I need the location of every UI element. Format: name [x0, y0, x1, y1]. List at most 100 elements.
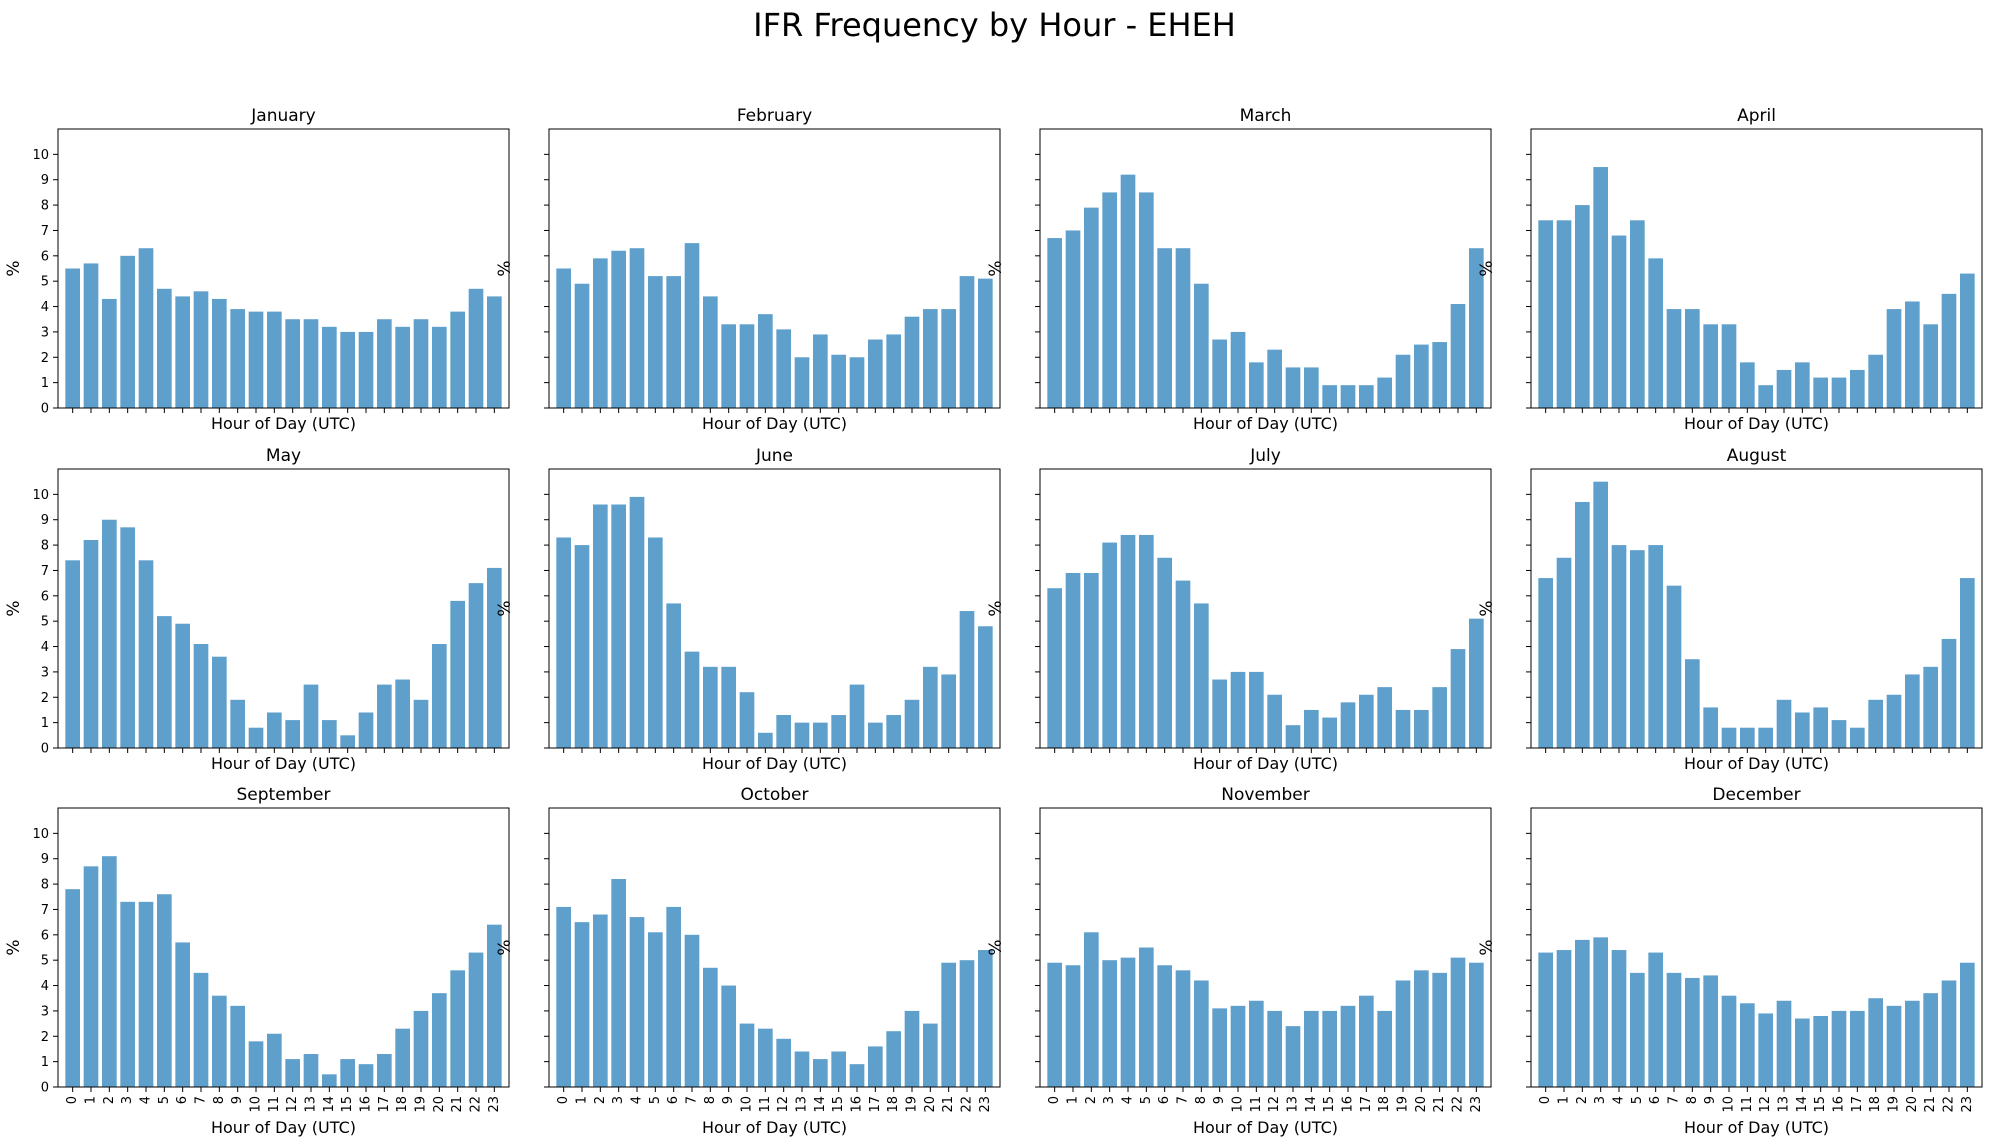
bar-15	[1813, 377, 1828, 408]
bar-1	[1556, 950, 1572, 1087]
bar-0	[65, 268, 80, 408]
bar-4	[138, 901, 154, 1087]
bar-20	[923, 1023, 938, 1087]
bar-1	[83, 540, 99, 748]
y-tick-label: 8	[41, 199, 49, 214]
x-tick-label: 7	[1667, 1096, 1682, 1104]
x-tick-label: 0	[65, 1096, 80, 1104]
x-tick-label: 10	[1231, 1096, 1246, 1113]
panel-frame	[1039, 807, 1492, 1088]
bar-2	[593, 258, 608, 408]
bar-12	[776, 715, 791, 748]
x-tick-label: 15	[1813, 1096, 1828, 1113]
bar-8	[1685, 309, 1700, 408]
y-tick-label: 1	[41, 1055, 49, 1070]
bar-13	[1776, 1000, 1792, 1087]
bar-3	[120, 255, 135, 408]
bar-6	[666, 603, 681, 748]
bar-22	[1450, 304, 1466, 408]
y-axis-label: %	[1477, 939, 1497, 955]
x-tick-label: 19	[1396, 1096, 1411, 1113]
bar-20	[1905, 674, 1920, 748]
bar-10	[739, 1023, 755, 1087]
bar-14	[1304, 709, 1319, 748]
x-tick-label: 0	[1047, 1096, 1062, 1104]
bar-21	[450, 311, 465, 408]
y-tick-label: 0	[41, 1081, 49, 1096]
bar-14	[1795, 712, 1810, 748]
bar-8	[212, 656, 227, 748]
x-tick-label: 2	[1084, 1096, 1099, 1104]
bar-2	[1575, 205, 1590, 408]
bar-12	[1758, 385, 1773, 408]
x-tick-label: 22	[1451, 1096, 1466, 1113]
bar-7	[684, 243, 700, 408]
x-tick-label: 15	[340, 1096, 355, 1113]
bar-11	[1740, 727, 1755, 748]
panel-frame	[57, 468, 510, 749]
y-tick-label: 9	[41, 852, 49, 867]
x-axis-label: Hour of Day (UTC)	[1193, 754, 1338, 773]
bar-11	[1249, 671, 1264, 748]
bar-8	[1685, 977, 1700, 1087]
bar-8	[212, 995, 227, 1087]
bar-19	[904, 316, 920, 408]
bar-23	[487, 924, 502, 1087]
bar-15	[340, 331, 355, 408]
bar-3	[120, 901, 135, 1087]
y-tick-label: 1	[41, 716, 49, 731]
panel-frame	[1530, 807, 1983, 1088]
bar-18	[886, 715, 901, 748]
x-tick-label: 8	[212, 1096, 227, 1104]
bar-15	[340, 735, 355, 748]
bar-1	[83, 263, 99, 408]
bar-23	[1469, 248, 1484, 408]
bar-12	[1267, 694, 1282, 748]
y-tick-label: 9	[41, 173, 49, 188]
bar-11	[1740, 362, 1755, 408]
bar-10	[739, 692, 755, 748]
panel-title: November	[1221, 785, 1309, 805]
bar-1	[574, 922, 590, 1087]
bar-14	[322, 720, 337, 748]
y-tick-label: 1	[41, 376, 49, 391]
bar-23	[978, 278, 993, 408]
x-tick-label: 8	[703, 1096, 718, 1104]
y-tick-label: 7	[41, 224, 49, 239]
bar-9	[230, 699, 245, 748]
bar-17	[1359, 995, 1374, 1087]
bar-7	[193, 644, 209, 748]
bar-18	[395, 679, 410, 748]
y-axis-label: %	[495, 260, 515, 276]
bar-0	[556, 537, 571, 748]
bar-12	[776, 329, 791, 408]
x-tick-label: 6	[666, 1096, 681, 1104]
x-tick-label: 17	[377, 1096, 392, 1113]
panel-frame	[548, 807, 1001, 1088]
bar-20	[1905, 1000, 1920, 1087]
bar-17	[377, 1054, 392, 1087]
bar-19	[1395, 709, 1411, 748]
bar-2	[1575, 939, 1590, 1087]
x-axis-label: Hour of Day (UTC)	[211, 1118, 356, 1137]
x-tick-label: 17	[1850, 1096, 1865, 1113]
bar-5	[157, 894, 172, 1087]
bar-6	[666, 276, 681, 408]
bar-7	[193, 291, 209, 408]
bar-19	[413, 1010, 429, 1087]
bar-19	[413, 319, 429, 408]
bar-6	[1157, 248, 1172, 408]
y-axis-label: %	[1477, 600, 1497, 616]
x-tick-label: 16	[850, 1096, 865, 1113]
bar-6	[1648, 258, 1663, 408]
bar-19	[904, 1010, 920, 1087]
panel-august: August Hour of Day (UTC)%	[1477, 446, 1983, 773]
bar-18	[1377, 687, 1392, 748]
bar-11	[267, 311, 282, 408]
bar-11	[1249, 1000, 1264, 1087]
bar-23	[1960, 578, 1975, 748]
y-axis-label: %	[986, 939, 1006, 955]
bar-0	[1047, 962, 1062, 1087]
